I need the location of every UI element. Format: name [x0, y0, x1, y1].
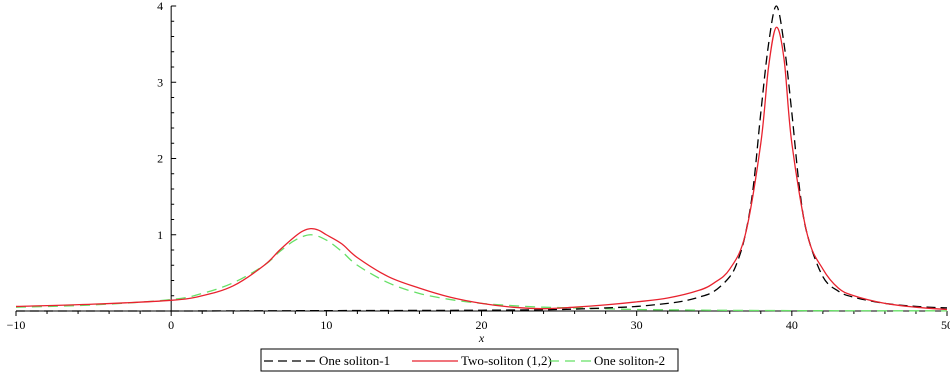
series-layer — [15, 5, 948, 312]
legend-label-one-soliton-1: One soliton-1 — [319, 353, 390, 368]
legend-label-one-soliton-2: One soliton-2 — [594, 353, 665, 368]
series-line-one-soliton-1 — [15, 5, 948, 312]
y-tick-label: 4 — [157, 0, 163, 13]
x-tick-label: 20 — [476, 318, 488, 332]
x-ticks: −10 0 10 20 30 40 50 — [7, 311, 950, 332]
x-tick-label: 30 — [631, 318, 643, 332]
x-axis-label: x — [478, 331, 485, 345]
x-tick-label: 50 — [941, 318, 950, 332]
y-tick-label: 2 — [157, 152, 163, 166]
x-tick-label: −10 — [7, 318, 26, 332]
series-line-one-soliton-2 — [15, 234, 948, 312]
x-tick-label: 0 — [168, 318, 174, 332]
y-tick-label: 1 — [157, 228, 163, 242]
x-tick-label: 40 — [786, 318, 798, 332]
series-line-two-soliton-1-2 — [15, 26, 948, 311]
legend-box — [260, 348, 679, 372]
y-tick-label: 3 — [157, 75, 163, 89]
x-tick-label: 10 — [320, 318, 332, 332]
legend-label-two-soliton-1-2: Two-soliton (1,2) — [461, 353, 552, 368]
y-ticks: 1 2 3 4 — [157, 0, 177, 297]
legend: One soliton-1 Two-soliton (1,2) One solito… — [260, 348, 679, 372]
axes — [16, 6, 947, 312]
